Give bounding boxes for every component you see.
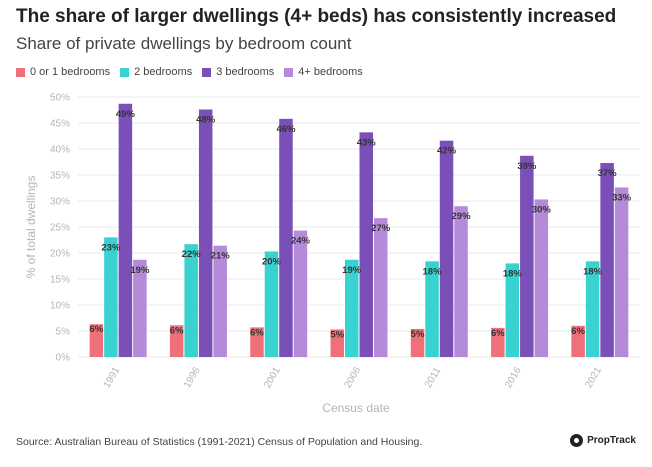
- legend-label: 3 bedrooms: [216, 66, 275, 78]
- x-tick-label: 2006: [343, 365, 364, 390]
- data-label: 27%: [371, 223, 391, 234]
- data-label: 43%: [357, 137, 377, 148]
- x-axis-title: Census date: [322, 401, 390, 415]
- data-label: 6%: [250, 327, 264, 338]
- legend-item-2-bedrooms: 2 bedrooms: [120, 66, 192, 78]
- proptrack-logo: PropTrack: [570, 434, 636, 447]
- bar: [104, 237, 118, 357]
- bar: [213, 245, 227, 357]
- brand-name: PropTrack: [587, 435, 636, 446]
- bar: [345, 259, 359, 357]
- data-label: 30%: [532, 204, 552, 215]
- bar: [491, 327, 505, 357]
- bar: [505, 263, 520, 357]
- bar: [614, 187, 629, 357]
- legend-swatch: [16, 67, 25, 77]
- source-note: Source: Australian Bureau of Statistics …: [16, 436, 423, 448]
- bar: [600, 163, 614, 357]
- y-axis-title: % of total dwellings: [24, 176, 38, 279]
- data-label: 24%: [291, 236, 311, 247]
- data-label: 49%: [116, 109, 136, 120]
- y-tick-label: 35%: [50, 171, 70, 182]
- data-label: 19%: [130, 265, 150, 276]
- legend-item-4-plus-bedrooms: 4+ bedrooms: [284, 66, 363, 78]
- bar: [184, 244, 198, 357]
- data-label: 6%: [571, 326, 585, 337]
- data-label: 42%: [437, 146, 457, 157]
- bar: [571, 325, 585, 357]
- bar: [198, 109, 213, 357]
- data-label: 18%: [423, 266, 443, 277]
- data-label: 5%: [330, 329, 344, 340]
- legend-label: 2 bedrooms: [134, 66, 193, 78]
- data-label: 23%: [101, 242, 121, 253]
- legend-item-3-bedrooms: 3 bedrooms: [202, 66, 274, 78]
- y-tick-label: 25%: [50, 223, 70, 234]
- bar: [118, 103, 133, 357]
- bar: [250, 327, 264, 357]
- x-tick-label: 2016: [503, 365, 524, 390]
- legend-swatch: [120, 67, 130, 77]
- legend-swatch: [284, 67, 294, 77]
- y-tick-label: 10%: [50, 301, 70, 312]
- bar: [264, 251, 279, 357]
- data-label: 37%: [598, 168, 618, 179]
- x-tick-label: 1996: [182, 365, 203, 390]
- legend-label: 4+ bedrooms: [298, 66, 363, 78]
- y-tick-label: 20%: [50, 249, 70, 260]
- x-tick-label: 2021: [583, 365, 604, 390]
- bar: [169, 325, 184, 357]
- y-tick-label: 0%: [56, 353, 71, 364]
- bar: [330, 329, 344, 357]
- bar: [585, 261, 600, 357]
- y-tick-label: 45%: [50, 119, 70, 130]
- bar: [410, 328, 425, 357]
- x-tick-label: 1991: [102, 365, 123, 390]
- data-label: 6%: [491, 328, 505, 339]
- data-label: 20%: [262, 256, 282, 267]
- data-label: 46%: [276, 124, 296, 135]
- bar: [439, 140, 454, 357]
- legend-item-0-1-bedrooms: 0 or 1 bedrooms: [16, 66, 110, 78]
- bar: [133, 259, 147, 357]
- data-label: 5%: [411, 329, 425, 340]
- data-label: 22%: [182, 249, 202, 260]
- data-label: 48%: [196, 114, 216, 125]
- x-tick-label: 2011: [423, 365, 443, 390]
- data-label: 39%: [517, 161, 537, 172]
- y-tick-label: 50%: [50, 93, 70, 104]
- data-label: 19%: [342, 265, 362, 276]
- data-label: 18%: [583, 266, 603, 277]
- chart-title: The share of larger dwellings (4+ beds) …: [16, 6, 617, 27]
- data-label: 18%: [503, 268, 523, 279]
- x-tick-label: 2001: [262, 365, 283, 390]
- legend: 0 or 1 bedrooms 2 bedrooms 3 bedrooms 4+…: [16, 66, 363, 78]
- y-tick-label: 30%: [50, 197, 70, 208]
- y-tick-label: 15%: [50, 275, 70, 286]
- data-label: 29%: [452, 211, 472, 222]
- bar: [89, 324, 104, 357]
- bar: [454, 206, 468, 357]
- bar: [425, 261, 439, 357]
- bar: [520, 155, 534, 357]
- data-label: 6%: [90, 324, 104, 335]
- data-label: 33%: [612, 192, 632, 203]
- legend-label: 0 or 1 bedrooms: [30, 66, 111, 78]
- bar: [279, 118, 293, 357]
- data-label: 6%: [170, 325, 184, 336]
- bar: [359, 132, 373, 357]
- legend-swatch: [202, 67, 212, 77]
- y-tick-label: 40%: [50, 145, 70, 156]
- bar: [293, 230, 308, 357]
- bar: [374, 218, 388, 357]
- bar: [534, 199, 549, 357]
- proptrack-logo-icon: [570, 434, 584, 447]
- data-label: 21%: [211, 251, 231, 262]
- chart-subtitle: Share of private dwellings by bedroom co…: [16, 34, 352, 53]
- y-tick-label: 5%: [56, 327, 71, 338]
